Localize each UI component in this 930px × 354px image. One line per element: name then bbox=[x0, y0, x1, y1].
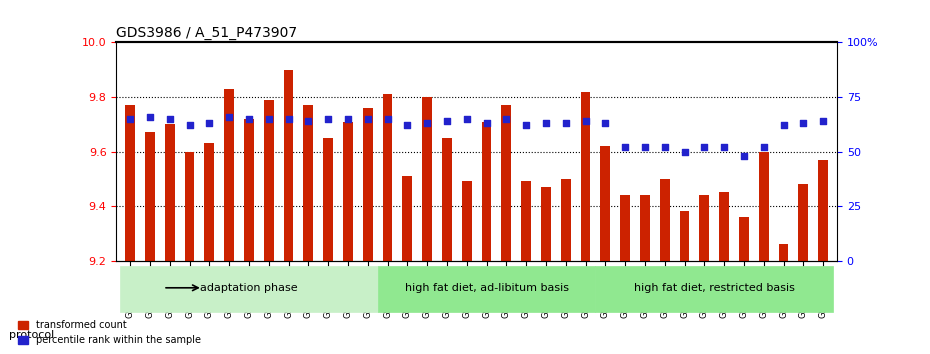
Point bbox=[658, 144, 672, 150]
Point bbox=[479, 120, 494, 126]
Point bbox=[162, 116, 177, 122]
Bar bbox=[382, 94, 392, 261]
Bar bbox=[422, 97, 432, 261]
Point bbox=[737, 153, 751, 159]
Bar bbox=[501, 105, 512, 261]
Bar bbox=[541, 187, 551, 261]
Bar bbox=[580, 92, 591, 261]
Point bbox=[717, 144, 732, 150]
Point bbox=[618, 144, 632, 150]
Point bbox=[796, 120, 811, 126]
Bar bbox=[482, 121, 491, 261]
Point bbox=[182, 122, 197, 128]
Bar bbox=[759, 152, 769, 261]
Bar bbox=[719, 192, 729, 261]
Bar bbox=[120, 266, 378, 312]
Bar bbox=[343, 121, 352, 261]
Point bbox=[519, 122, 534, 128]
Point bbox=[459, 116, 474, 122]
Point bbox=[202, 120, 217, 126]
Bar bbox=[378, 266, 595, 312]
Text: adaptation phase: adaptation phase bbox=[200, 283, 298, 293]
Legend: transformed count, percentile rank within the sample: transformed count, percentile rank withi… bbox=[14, 316, 205, 349]
Bar bbox=[126, 105, 135, 261]
Bar bbox=[165, 124, 175, 261]
Point bbox=[142, 114, 157, 119]
Text: high fat diet, restricted basis: high fat diet, restricted basis bbox=[634, 283, 794, 293]
Point bbox=[498, 116, 513, 122]
Point bbox=[677, 149, 692, 154]
Point bbox=[221, 114, 236, 119]
Bar bbox=[363, 108, 373, 261]
Point bbox=[558, 120, 573, 126]
Text: GDS3986 / A_51_P473907: GDS3986 / A_51_P473907 bbox=[116, 26, 298, 40]
Bar bbox=[303, 105, 313, 261]
Bar bbox=[264, 100, 273, 261]
Point bbox=[301, 118, 316, 124]
Point bbox=[777, 122, 791, 128]
Point bbox=[321, 116, 336, 122]
Point bbox=[360, 116, 375, 122]
Bar bbox=[640, 195, 650, 261]
Point bbox=[440, 118, 455, 124]
Point bbox=[281, 116, 296, 122]
Bar bbox=[521, 182, 531, 261]
Point bbox=[538, 120, 553, 126]
Text: high fat diet, ad-libitum basis: high fat diet, ad-libitum basis bbox=[405, 283, 568, 293]
Bar bbox=[798, 184, 808, 261]
Bar bbox=[145, 132, 155, 261]
Bar bbox=[659, 179, 670, 261]
Bar bbox=[244, 119, 254, 261]
Bar bbox=[403, 176, 412, 261]
Point bbox=[578, 118, 593, 124]
Bar bbox=[462, 182, 472, 261]
Bar bbox=[205, 143, 214, 261]
Bar bbox=[561, 179, 571, 261]
Point bbox=[598, 120, 613, 126]
Bar bbox=[184, 152, 194, 261]
Point bbox=[242, 116, 257, 122]
Bar bbox=[699, 195, 710, 261]
Point bbox=[637, 144, 652, 150]
Bar bbox=[224, 89, 234, 261]
Point bbox=[400, 122, 415, 128]
Point bbox=[816, 118, 830, 124]
Bar bbox=[601, 146, 610, 261]
Bar bbox=[620, 195, 631, 261]
Bar bbox=[442, 138, 452, 261]
Point bbox=[123, 116, 138, 122]
Point bbox=[697, 144, 711, 150]
Bar bbox=[323, 138, 333, 261]
Point bbox=[261, 116, 276, 122]
Text: protocol: protocol bbox=[9, 330, 55, 339]
Bar bbox=[818, 160, 828, 261]
Point bbox=[419, 120, 434, 126]
Point bbox=[380, 116, 395, 122]
Point bbox=[340, 116, 355, 122]
Bar bbox=[680, 211, 689, 261]
Bar bbox=[778, 244, 789, 261]
Point bbox=[756, 144, 771, 150]
Bar bbox=[739, 217, 749, 261]
Bar bbox=[284, 70, 294, 261]
Bar bbox=[595, 266, 833, 312]
